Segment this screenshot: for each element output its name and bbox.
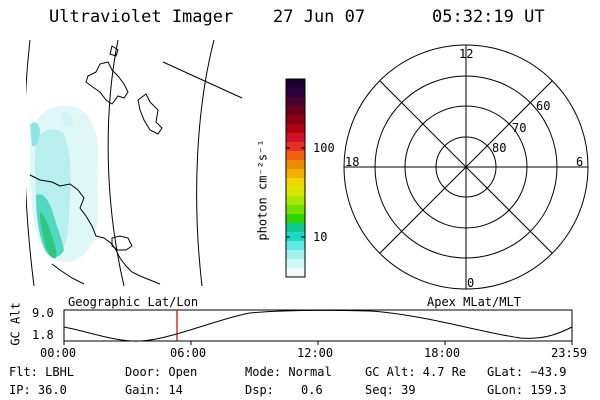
polar-plot bbox=[343, 44, 589, 290]
colorbar-segment bbox=[286, 88, 305, 98]
altitude-plot bbox=[63, 309, 573, 345]
mlt-label-6: 6 bbox=[576, 155, 584, 169]
gc-alt-axis-label: GC Alt bbox=[8, 302, 23, 346]
time-tick-1200: 12:00 bbox=[297, 346, 334, 360]
colorbar-segment bbox=[286, 169, 305, 179]
geographic-caption: Geographic Lat/Lon bbox=[68, 295, 199, 309]
flt-info: Flt: LBHL bbox=[9, 365, 75, 379]
colorbar-segment bbox=[286, 79, 305, 89]
colorbar-segment bbox=[286, 115, 305, 125]
mlt-label-0: 0 bbox=[467, 276, 475, 290]
mlat-label-80: 80 bbox=[492, 141, 507, 155]
gc-alt-tick-top: 9.0 bbox=[32, 306, 54, 320]
gc-alt-tick-bottom: 1.8 bbox=[32, 328, 54, 342]
colorbar-segment bbox=[286, 178, 305, 188]
gain-info: Gain: 14 bbox=[125, 383, 183, 397]
dsp-label: Dsp: bbox=[245, 383, 274, 397]
colorbar-tick-10: 10 bbox=[313, 230, 328, 244]
mlat-label-60: 60 bbox=[536, 99, 551, 113]
colorbar-tick-100: 100 bbox=[313, 141, 335, 155]
colorbar-segment bbox=[286, 259, 305, 269]
colorbar-segment bbox=[286, 223, 305, 233]
apex-caption: Apex MLat/MLT bbox=[427, 295, 521, 309]
instrument-title: Ultraviolet Imager bbox=[49, 7, 234, 27]
colorbar-segment bbox=[286, 205, 305, 215]
glat-info: GLat: −43.9 bbox=[487, 365, 567, 379]
door-info: Door: Open bbox=[125, 365, 198, 379]
colorbar-segment bbox=[286, 250, 305, 260]
colorbar-segment bbox=[286, 232, 305, 242]
time-tick-2359: 23:59 bbox=[551, 346, 588, 360]
colorbar-segment bbox=[286, 187, 305, 197]
colorbar-segment bbox=[286, 268, 305, 278]
gc-alt-info: GC Alt: 4.7 Re bbox=[365, 365, 467, 379]
ip-info: IP: 36.0 bbox=[9, 383, 67, 397]
colorbar-segment bbox=[286, 142, 305, 152]
colorbar-segment bbox=[286, 160, 305, 170]
colorbar-segment bbox=[286, 133, 305, 143]
glon-info: GLon: 159.3 bbox=[487, 383, 567, 397]
colorbar-segment bbox=[286, 106, 305, 116]
colorbar-segment bbox=[286, 97, 305, 107]
mlat-label-70: 70 bbox=[512, 121, 527, 135]
colorbar-segment bbox=[286, 214, 305, 224]
seq-info: Seq: 39 bbox=[365, 383, 416, 397]
date-label: 27 Jun 07 bbox=[273, 7, 366, 27]
aurora-emission bbox=[29, 105, 99, 262]
dsp-value: 0.6 bbox=[301, 383, 323, 397]
colorbar-segment bbox=[286, 241, 305, 251]
time-tick-0600: 06:00 bbox=[170, 346, 207, 360]
colorbar-unit-label: photon cm⁻²s⁻¹ bbox=[255, 139, 270, 241]
colorbar-segment bbox=[286, 151, 305, 161]
colorbar bbox=[286, 79, 305, 278]
time-tick-0000: 00:00 bbox=[40, 346, 77, 360]
mlt-label-12: 12 bbox=[459, 47, 474, 61]
colorbar-segment bbox=[286, 196, 305, 206]
mlt-label-18: 18 bbox=[345, 155, 360, 169]
time-label: 05:32:19 UT bbox=[432, 7, 545, 27]
colorbar-segment bbox=[286, 124, 305, 134]
geographic-map bbox=[26, 40, 243, 286]
mode-info: Mode: Normal bbox=[245, 365, 332, 379]
time-tick-1800: 18:00 bbox=[424, 346, 461, 360]
